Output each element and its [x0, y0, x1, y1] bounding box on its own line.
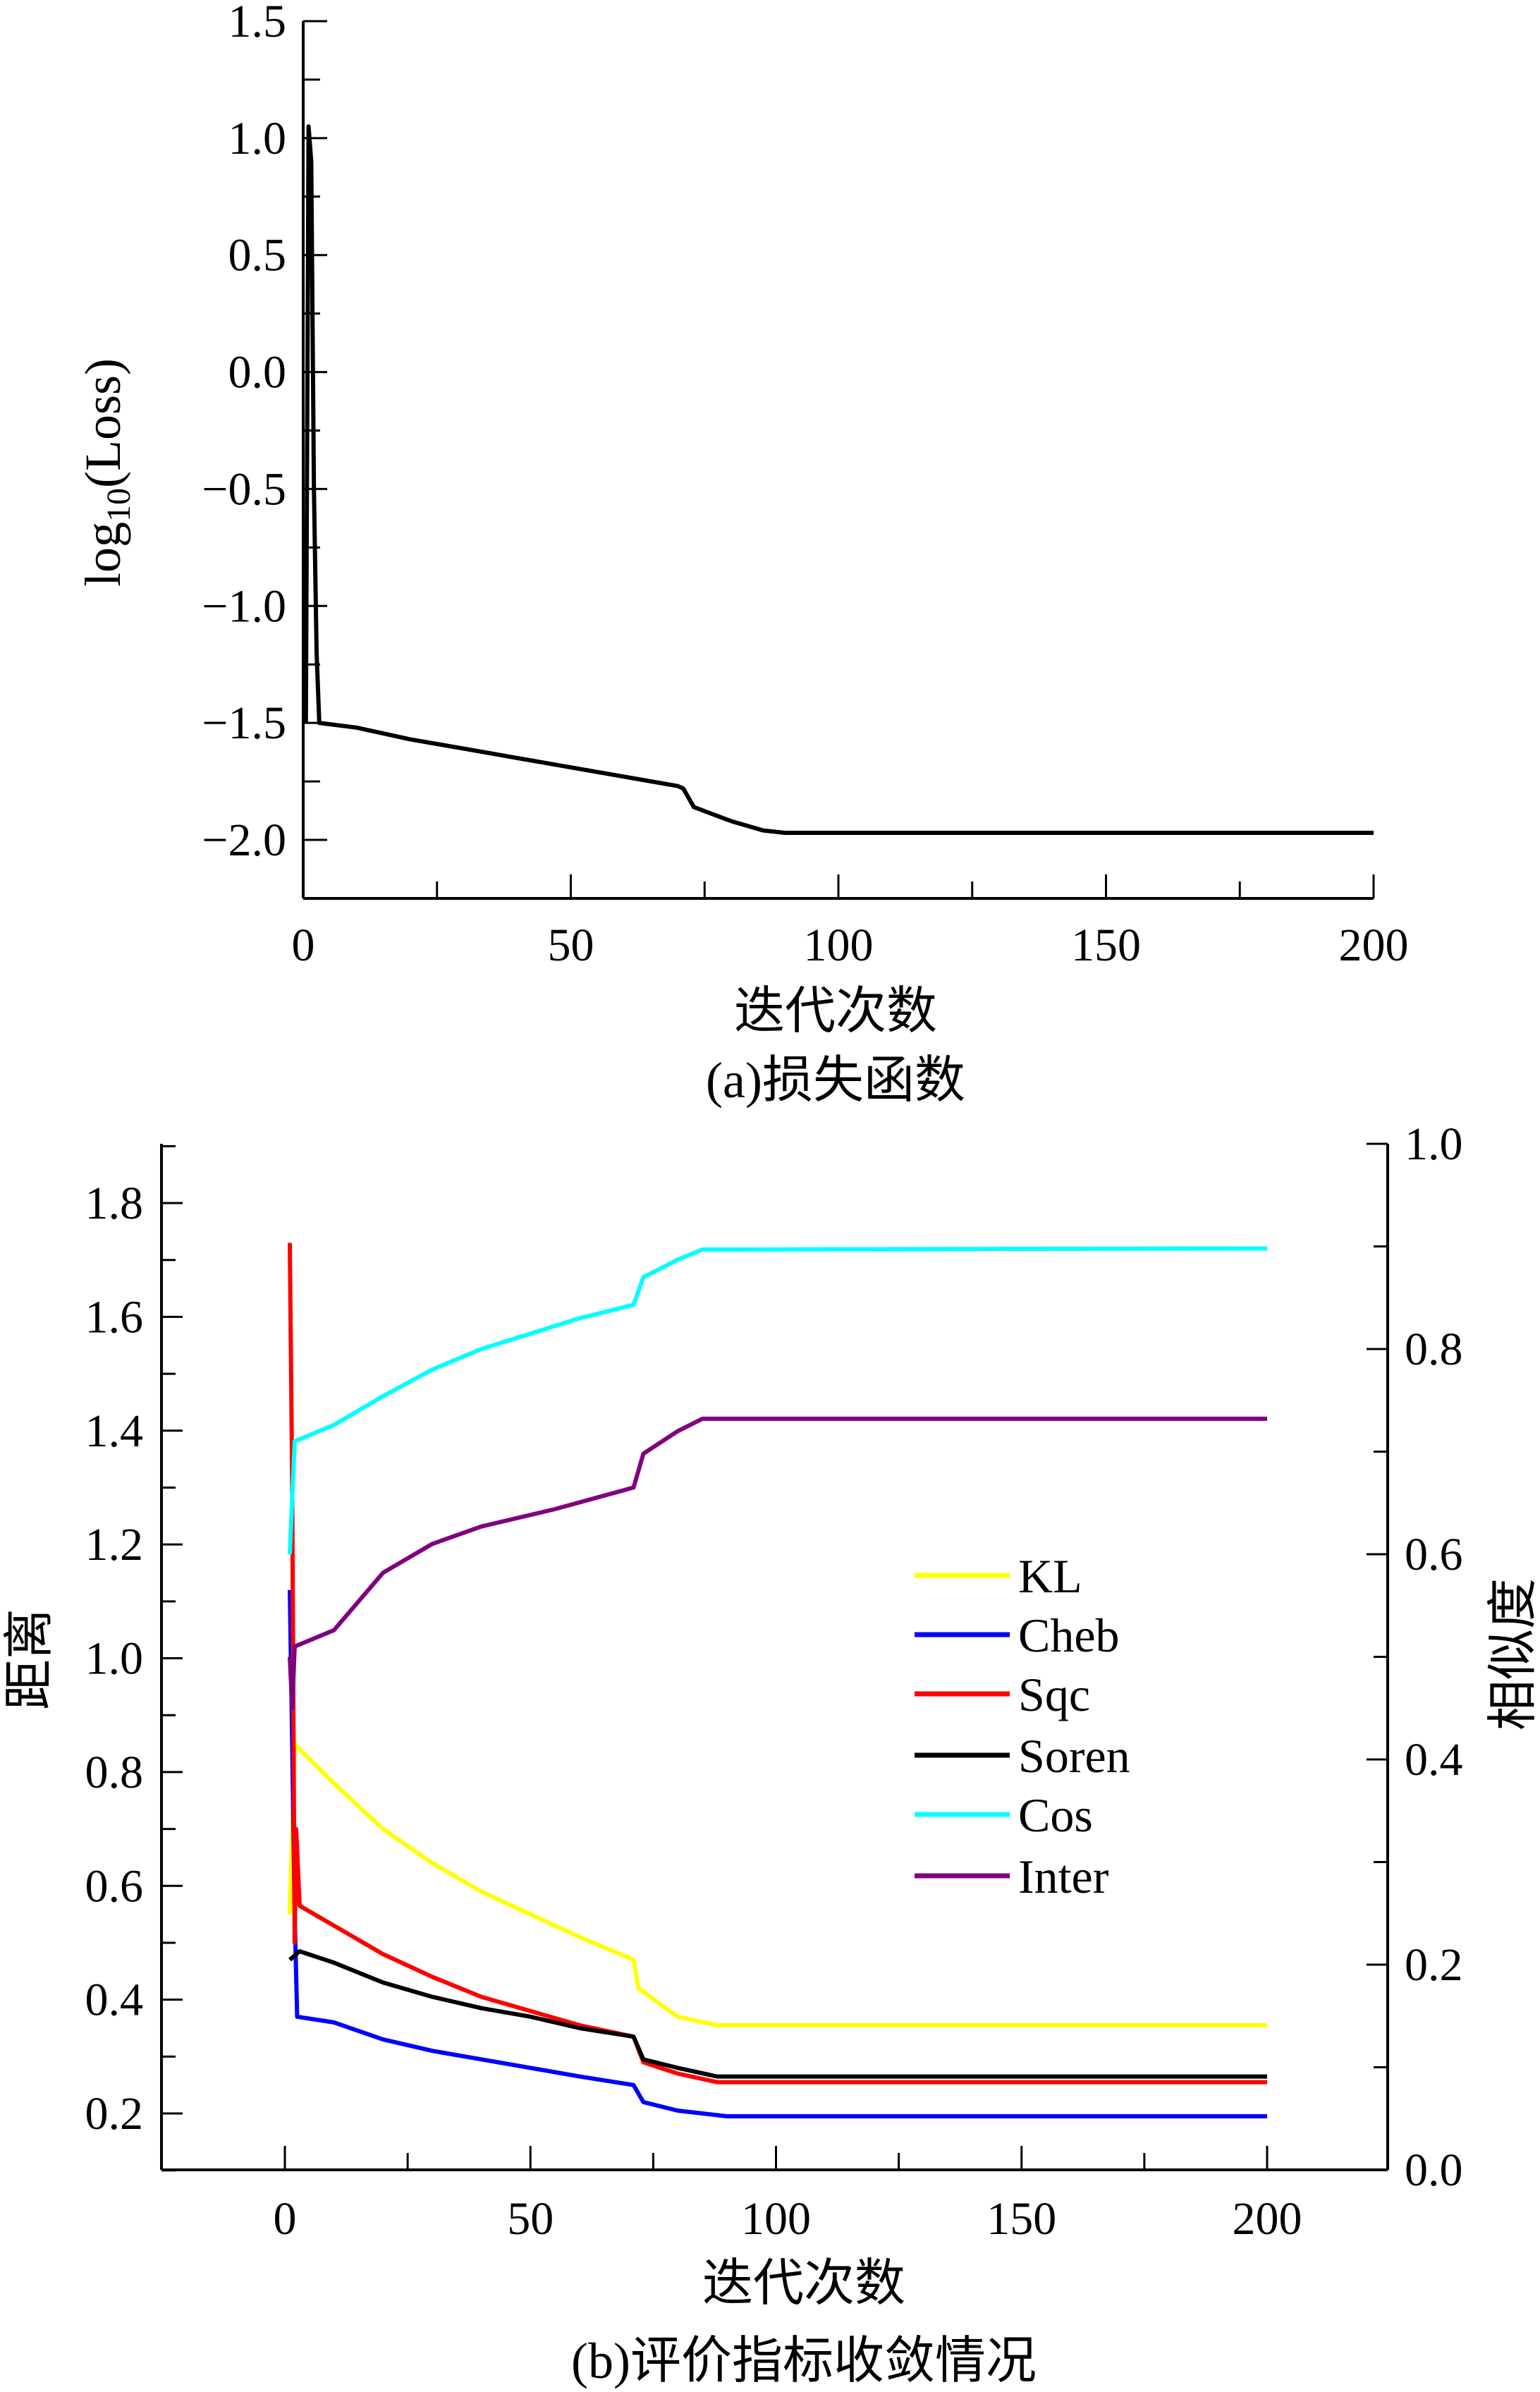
panel-caption: (a)损失函数 [706, 1052, 965, 1109]
x-tick-label: 100 [804, 920, 874, 971]
right-y-tick-label: 0.0 [1405, 2144, 1463, 2196]
y-axis-title-log: log [75, 522, 131, 587]
y-tick-label: 1.0 [228, 113, 287, 164]
series-line-soren [288, 1949, 1267, 2079]
panel-caption: (b)评价指标收敛情况 [571, 2333, 1037, 2389]
series-line-inter [288, 1416, 1267, 1711]
legend-label-soren: Soren [1018, 1729, 1130, 1783]
legend-label-sqc: Sqc [1018, 1668, 1090, 1721]
y-tick-label: 0.0 [228, 347, 287, 398]
legend-label-kl: KL [1018, 1549, 1082, 1603]
metrics-chart: 0.2 0.4 0.6 0.8 1.0 1.2 1.4 1.6 1.8 0.0 0.2 0.4 0.6 0… [1, 1118, 1540, 2389]
y-tick-label: −1.0 [202, 580, 286, 632]
x-axis-title: 迭代次数 [734, 983, 937, 1039]
loss-line [303, 124, 1374, 835]
x-tick-label: 150 [986, 2193, 1056, 2245]
left-y-tick-label: 1.8 [85, 1178, 144, 1229]
left-y-tick-label: 1.2 [85, 1519, 144, 1570]
y-axis-title-subscript: 10 [100, 488, 138, 522]
x-tick-label: 50 [507, 2193, 554, 2245]
left-y-tick-label: 0.6 [85, 1860, 144, 1912]
right-y-tick-label: 0.8 [1405, 1324, 1463, 1375]
y-axis-title-rest: (Loss) [75, 358, 131, 488]
left-y-tick-label: 1.6 [85, 1291, 144, 1343]
x-tick-label: 150 [1071, 920, 1141, 971]
y-tick-label: 0.5 [228, 230, 287, 281]
series-line-cos [288, 1246, 1268, 1555]
left-y-tick-label: 1.4 [85, 1405, 144, 1457]
x-tick-label: 50 [548, 920, 594, 971]
left-y-tick-label: 0.8 [85, 1747, 144, 1798]
left-y-tick-label: 0.4 [85, 1975, 144, 2026]
x-tick-label: 100 [741, 2193, 811, 2245]
y-tick-label: −1.5 [202, 697, 286, 749]
right-y-tick-label: 0.4 [1405, 1734, 1463, 1786]
series-line-kl [288, 1741, 1267, 2027]
x-axis-title: 迭代次数 [702, 2255, 905, 2312]
y-tick-label: 1.5 [228, 0, 287, 47]
left-y-tick-label: 1.0 [85, 1633, 144, 1685]
x-tick-label: 200 [1339, 920, 1409, 971]
legend-label-cheb: Cheb [1018, 1609, 1120, 1662]
right-y-tick-label: 0.2 [1405, 1939, 1463, 1991]
x-tick-label: 0 [292, 920, 315, 971]
y-tick-label: −2.0 [202, 814, 286, 866]
left-y-axis-title: 距离 [1, 1609, 58, 1710]
right-y-tick-label: 1.0 [1405, 1118, 1463, 1170]
left-y-tick-label: 0.2 [85, 2088, 144, 2140]
x-tick-label: 0 [274, 2193, 297, 2245]
loss-chart: 1.5 1.0 0.5 0.0 −0.5 −1.0 −1.5 −2.0 0 50 100 150 200… [75, 0, 1409, 1109]
y-tick-label: −0.5 [202, 463, 286, 515]
y-axis-title: log10(Loss) [75, 358, 138, 587]
series-line-sqc [288, 1243, 1267, 2085]
legend-label-inter: Inter [1018, 1850, 1109, 1903]
series-line-cheb [288, 1589, 1267, 2118]
right-y-axis-title: 相似度 [1485, 1578, 1540, 1731]
right-y-tick-label: 0.6 [1405, 1529, 1463, 1580]
x-tick-label: 200 [1233, 2193, 1302, 2245]
legend-label-cos: Cos [1018, 1788, 1093, 1842]
